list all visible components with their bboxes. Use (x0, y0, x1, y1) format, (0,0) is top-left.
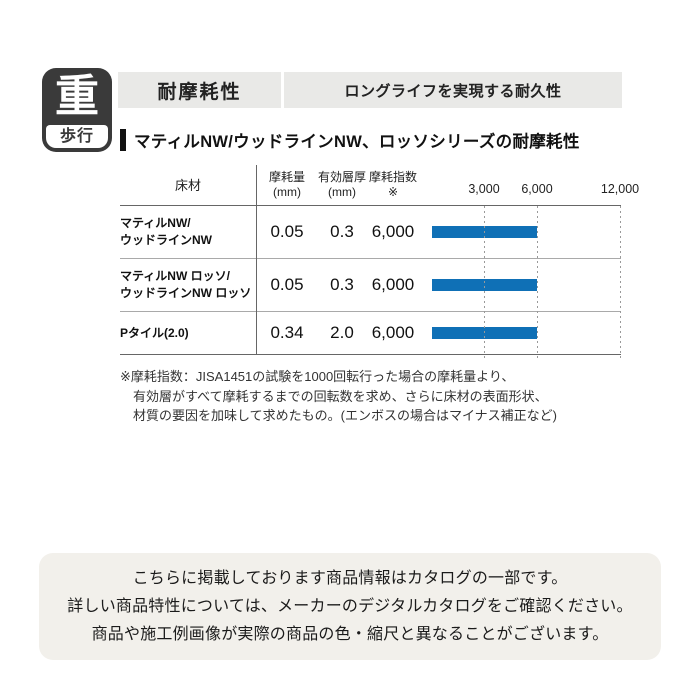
column-header-layer: 有効層厚 (mm) (318, 164, 366, 205)
header-description-label: ロングライフを実現する耐久性 (284, 72, 622, 108)
header-category-label: 耐摩耗性 (118, 72, 281, 108)
footnote-line: 材質の要因を加味して求めたもの。(エンボスの場合はマイナス補正など) (133, 408, 558, 423)
catalog-notice-box: こちらに掲載しております商品情報はカタログの一部です。 詳しい商品特性については… (39, 553, 661, 660)
footnote-line: ※摩耗指数：JISA1451の試験を1000回転行った場合の摩耗量より、 (120, 369, 515, 384)
axis-tick-12000: 12,000 (600, 182, 640, 196)
chart-title-row: マティルNW/ウッドラインNW、ロッソシリーズの耐摩耗性 (120, 128, 580, 152)
row-chart-cell (420, 206, 621, 258)
table-row: マティルNW/ ウッドラインNW 0.05 0.3 6,000 (120, 206, 621, 259)
row-floor-name: マティルNW/ ウッドラインNW (120, 216, 212, 247)
section-header-bar: 耐摩耗性 ロングライフを実現する耐久性 (118, 72, 622, 108)
axis-tick-3000: 3,000 (468, 182, 500, 196)
footnote: ※摩耗指数：JISA1451の試験を1000回転行った場合の摩耗量より、 有効層… (120, 367, 557, 426)
table-row: マティルNW ロッソ/ ウッドラインNW ロッソ 0.05 0.3 6,000 (120, 259, 621, 312)
column-header-wear-unit: (mm) (273, 184, 301, 199)
row-chart-cell (420, 259, 621, 311)
column-header-layer-unit: (mm) (328, 184, 356, 199)
gridline-12000 (620, 206, 621, 359)
row-floor-name: マティルNW ロッソ/ ウッドラインNW ロッソ (120, 269, 252, 300)
title-tick-mark (120, 129, 126, 151)
row-wear-value: 0.34 (270, 323, 304, 342)
row-wear-value: 0.05 (270, 222, 304, 241)
row-wear-value: 0.05 (270, 275, 304, 294)
row-chart-cell (420, 312, 621, 354)
header-divider (281, 72, 284, 108)
table-row: Pタイル(2.0) 0.34 2.0 6,000 (120, 312, 621, 355)
chart-title: マティルNW/ウッドラインNW、ロッソシリーズの耐摩耗性 (134, 133, 580, 151)
notice-line: 商品や施工例画像が実際の商品の色・縮尺と異なることがございます。 (91, 625, 609, 643)
notice-line: こちらに掲載しております商品情報はカタログの一部です。 (132, 569, 568, 587)
row-layer-value: 0.3 (330, 275, 354, 294)
row-layer-value: 2.0 (330, 323, 354, 342)
row-index-value: 6,000 (371, 275, 415, 294)
row-index-value: 6,000 (371, 222, 415, 241)
column-header-floor: 床材 (174, 178, 201, 193)
column-header-index: 摩耗指数 ※ (366, 164, 420, 205)
axis-tick-6000: 6,000 (521, 182, 553, 196)
column-header-wear-line1: 摩耗量 (268, 169, 305, 184)
table-header-row: 床材 摩耗量 (mm) 有効層厚 (mm) 摩耗指数 ※ 3,000 6,000… (120, 164, 639, 206)
heavy-walking-badge: 重 歩行 (42, 68, 112, 152)
axis-tick-area: 3,000 6,000 12,000 (420, 164, 639, 205)
row-index-value: 6,000 (371, 323, 415, 342)
gridline-6000 (537, 206, 538, 359)
badge-heavy-label: 重 (55, 71, 99, 121)
column-header-index-note: ※ (387, 184, 399, 199)
column-header-index-line1: 摩耗指数 (368, 169, 417, 184)
gridline-3000 (484, 206, 485, 359)
column-header-wear: 摩耗量 (mm) (256, 164, 318, 205)
row-floor-name: Pタイル(2.0) (120, 325, 189, 340)
row-layer-value: 0.3 (330, 222, 354, 241)
column-header-layer-line1: 有効層厚 (318, 169, 367, 184)
table-column-divider (256, 165, 257, 355)
abrasion-spec-table: 床材 摩耗量 (mm) 有効層厚 (mm) 摩耗指数 ※ 3,000 6,000… (120, 164, 639, 359)
badge-walking-label: 歩行 (46, 125, 108, 148)
notice-line: 詳しい商品特性については、メーカーのデジタルカタログをご確認ください。 (67, 597, 633, 615)
footnote-line: 有効層がすべて摩耗するまでの回転数を求め、さらに床材の表面形状、 (133, 388, 548, 404)
